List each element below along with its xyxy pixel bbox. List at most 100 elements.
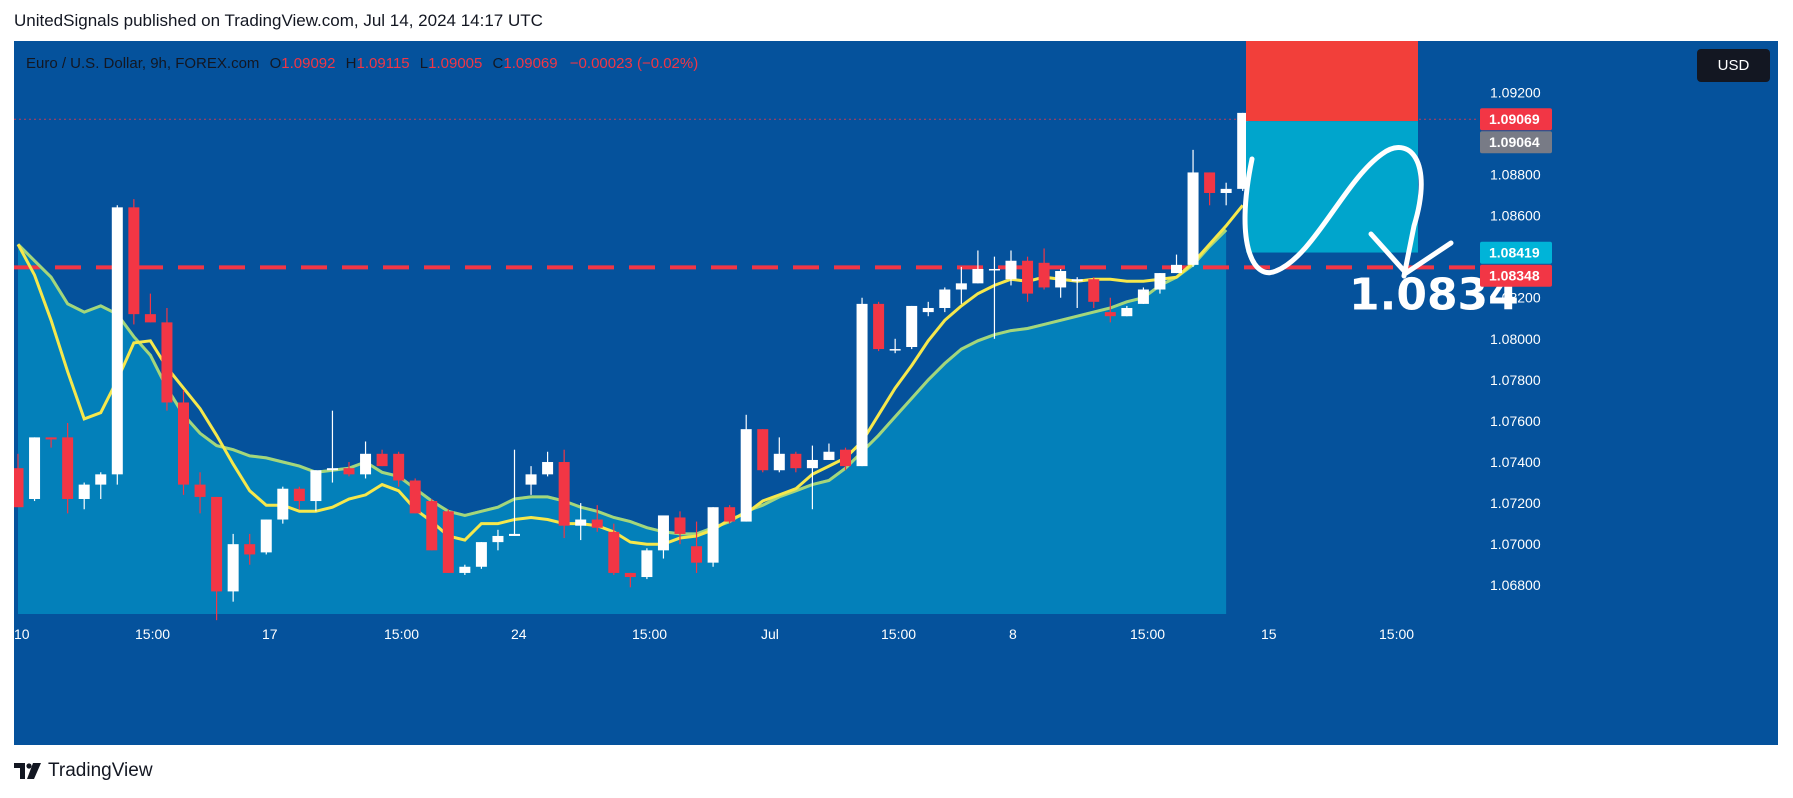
candle-body[interactable] [1005,260,1017,280]
candle-body[interactable] [889,349,901,351]
candle-body[interactable] [674,517,686,534]
candle-body[interactable] [873,303,885,350]
candle-body[interactable] [343,468,355,475]
price-label-text: 1.09069 [1489,111,1540,127]
candle-body[interactable] [310,470,322,502]
candle-body[interactable] [393,453,405,481]
candle-body[interactable] [409,480,421,514]
candle-body[interactable] [724,507,736,522]
candle-body[interactable] [575,519,587,526]
candle-body[interactable] [178,402,189,485]
price-axis-tick: 1.07800 [1490,372,1541,388]
chart-frame[interactable]: 1.0834 1.09200 1.08800 1.08600 1.08200 1.0800… [14,41,1778,745]
candle-body[interactable] [1071,279,1083,282]
legend-high-label: H [345,55,357,72]
candle-body[interactable] [624,572,636,578]
candle-body[interactable] [840,449,851,467]
candle-body[interactable] [972,268,984,284]
candle-body[interactable] [111,207,123,475]
candle-body[interactable] [939,289,951,308]
price-label-box [1480,241,1552,264]
candle-body[interactable] [376,453,388,467]
fast-ma-line[interactable] [16,204,1244,546]
price-axis-tick: 1.07400 [1490,454,1541,470]
candle-body[interactable] [1088,279,1100,302]
candle-body[interactable] [906,305,918,348]
time-axis-tick: 15:00 [1130,626,1165,642]
ma-area-fill [18,229,1227,614]
candle-body[interactable] [856,303,868,467]
forecast-curve[interactable] [1242,145,1424,279]
slow-ma-line[interactable] [16,228,1228,536]
candle-body[interactable] [641,550,653,578]
candle-body[interactable] [1204,172,1216,193]
candle-body[interactable] [78,484,90,499]
candle-body[interactable] [211,496,223,592]
candle-body[interactable] [1055,271,1067,288]
candle-body[interactable] [757,429,769,471]
candle-body[interactable] [475,542,487,567]
candle-body[interactable] [277,488,289,520]
candle-body[interactable] [1154,273,1166,290]
candle-body[interactable] [608,531,620,573]
candle-body[interactable] [790,453,802,469]
candle-body[interactable] [806,459,818,469]
time-axis-tick: Jul [761,626,779,642]
candle-body[interactable] [144,314,156,323]
candle-body[interactable] [823,451,835,460]
candle-body[interactable] [45,437,57,440]
candle-body[interactable] [95,474,107,485]
stop-loss-zone[interactable] [1246,41,1418,122]
price-chart[interactable]: 1.08341.092001.088001.086001.082001.0800… [14,41,1778,745]
candle-body[interactable] [29,437,41,499]
candle-body[interactable] [591,519,603,528]
candle-body[interactable] [161,322,173,403]
candle-body[interactable] [1137,289,1149,304]
candle-body[interactable] [194,484,206,497]
candle-body[interactable] [492,535,504,543]
candle-body[interactable] [657,515,669,551]
candle-body[interactable] [326,468,338,471]
candle-body[interactable] [62,437,74,499]
legend-symbol[interactable]: Euro / U.S. Dollar, 9h, FOREX.com [26,55,260,72]
candle-body[interactable] [260,519,272,553]
candle-body[interactable] [426,501,438,551]
candle-body[interactable] [922,307,934,313]
price-label-text: 1.08419 [1489,245,1540,261]
currency-button[interactable]: USD [1697,49,1770,82]
time-axis-tick: 15 [1261,626,1277,642]
candle-body[interactable] [1237,112,1249,189]
candle-body[interactable] [227,544,239,592]
candle-body[interactable] [525,474,537,485]
candle-body[interactable] [442,511,454,573]
candle-body[interactable] [773,453,785,471]
legend-high: 1.09115 [356,55,410,72]
candle-body[interactable] [1022,260,1034,294]
candle-body[interactable] [1104,312,1116,317]
candle-body[interactable] [558,462,570,526]
candle-body[interactable] [459,566,471,573]
candle-body[interactable] [955,283,967,290]
candle-body[interactable] [1187,172,1199,265]
candle-body[interactable] [1038,262,1050,288]
candle-body[interactable] [14,468,24,508]
candle-body[interactable] [740,429,752,522]
price-axis-tick: 1.08600 [1490,208,1541,224]
publisher-line: UnitedSignals published on TradingView.c… [14,11,543,30]
candle-body[interactable] [707,507,719,563]
candle-body[interactable] [293,488,305,502]
forecast-arrowhead[interactable] [1368,231,1454,276]
candle-body[interactable] [542,462,554,475]
candle-body[interactable] [244,544,256,555]
candle-body[interactable] [360,453,372,475]
candle-body[interactable] [691,546,703,563]
candle-body[interactable] [509,533,520,536]
candle-body[interactable] [1171,264,1182,274]
take-profit-zone[interactable] [1246,121,1418,253]
tradingview-logo[interactable]: TradingView [14,760,153,782]
candle-body[interactable] [1121,307,1133,317]
candle-body[interactable] [1220,188,1232,193]
candle-body[interactable] [988,268,1000,271]
candle-body[interactable] [128,207,140,315]
symbol-legend: Euro / U.S. Dollar, 9h, FOREX.com O1.090… [26,55,698,72]
